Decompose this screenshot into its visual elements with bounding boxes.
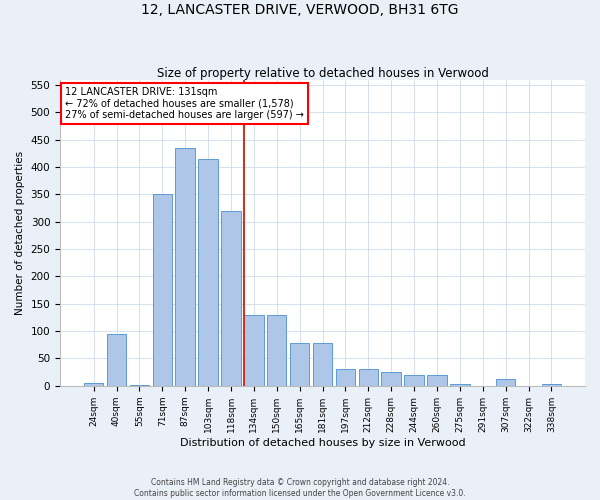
Bar (221, 211, 241, 386)
Bar (313, 343, 332, 386)
Bar (382, 372, 401, 386)
Text: Contains HM Land Registry data © Crown copyright and database right 2024.
Contai: Contains HM Land Registry data © Crown c… (134, 478, 466, 498)
Bar (335, 370, 355, 386)
Bar (427, 375, 446, 386)
Bar (359, 370, 378, 386)
Bar (542, 384, 561, 386)
Bar (107, 334, 126, 386)
Bar (290, 343, 310, 386)
Bar (496, 380, 515, 386)
Bar (199, 159, 218, 386)
Text: 12, LANCASTER DRIVE, VERWOOD, BH31 6TG: 12, LANCASTER DRIVE, VERWOOD, BH31 6TG (141, 2, 459, 16)
Bar (404, 375, 424, 386)
Title: Size of property relative to detached houses in Verwood: Size of property relative to detached ho… (157, 66, 488, 80)
Y-axis label: Number of detached properties: Number of detached properties (15, 150, 25, 314)
Bar (152, 194, 172, 386)
X-axis label: Distribution of detached houses by size in Verwood: Distribution of detached houses by size … (180, 438, 466, 448)
Bar (130, 385, 149, 386)
Bar (450, 384, 470, 386)
Bar (267, 314, 286, 386)
Bar (244, 314, 263, 386)
Bar (84, 383, 103, 386)
Text: 12 LANCASTER DRIVE: 131sqm
← 72% of detached houses are smaller (1,578)
27% of s: 12 LANCASTER DRIVE: 131sqm ← 72% of deta… (65, 87, 304, 120)
Bar (175, 148, 195, 386)
